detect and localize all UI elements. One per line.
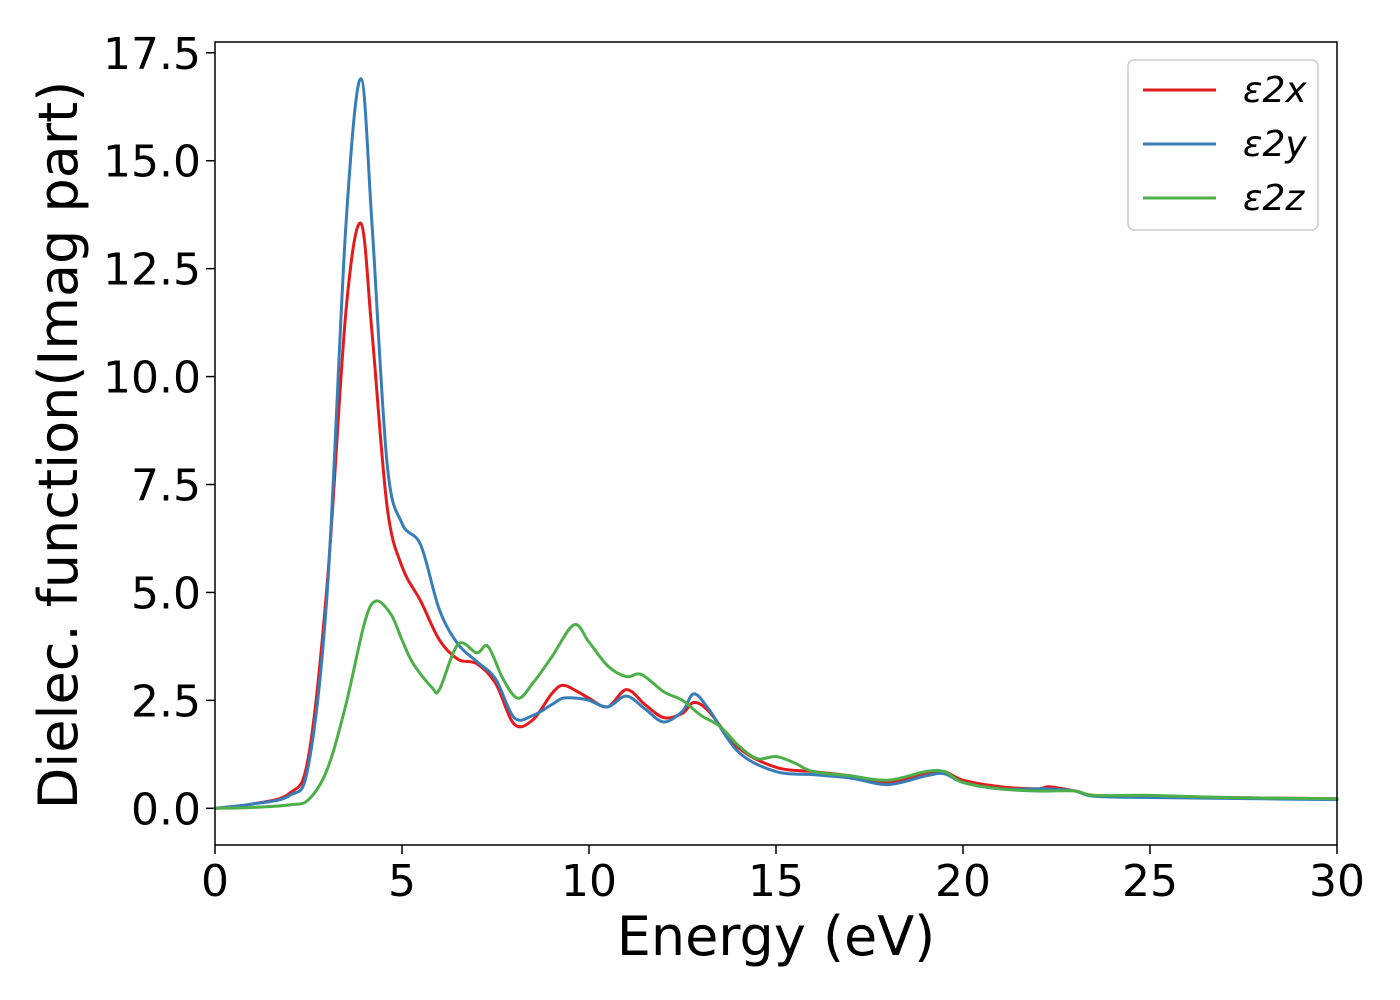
x-tick-label: 25	[1122, 856, 1178, 907]
x-axis-label: Energy (eV)	[617, 905, 936, 968]
x-tick-label: 0	[201, 856, 229, 907]
x-tick-label: 5	[388, 856, 416, 907]
x-tick-label: 15	[748, 856, 804, 907]
y-tick-label: 12.5	[103, 245, 201, 296]
y-tick-label: 15.0	[103, 137, 201, 188]
series-line-3	[213, 599, 1339, 810]
legend-box	[1127, 59, 1319, 231]
y-tick-label: 17.5	[103, 29, 201, 80]
y-axis-ticks: 0.0 2.5 5.0 7.5 10.0 12.5 15.0 17.5	[103, 29, 215, 835]
legend-label: ε2x	[1243, 70, 1307, 111]
x-tick-label: 30	[1309, 856, 1365, 907]
legend-label: ε2z	[1243, 178, 1305, 219]
y-tick-label: 10.0	[103, 353, 201, 404]
series-line-1	[213, 221, 1339, 810]
y-tick-label: 2.5	[131, 676, 201, 727]
y-tick-label: 5.0	[131, 568, 201, 619]
x-axis-ticks: 0 5 10 15 20 25 30	[201, 845, 1365, 907]
legend-label: ε2y	[1243, 124, 1307, 165]
y-tick-label: 7.5	[131, 461, 201, 512]
x-tick-label: 20	[935, 856, 991, 907]
plot-area-frame	[214, 41, 1338, 846]
y-tick-label: 0.0	[131, 784, 201, 835]
x-tick-label: 10	[561, 856, 617, 907]
legend: ε2x ε2y ε2z	[1127, 59, 1319, 231]
y-axis-label: Dielec. function(Imag part)	[27, 81, 90, 810]
series-lines	[213, 77, 1339, 810]
